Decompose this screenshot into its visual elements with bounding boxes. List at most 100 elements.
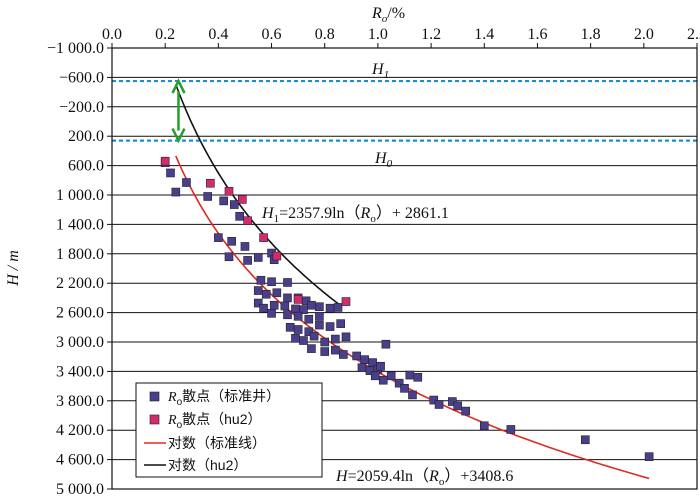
scatter-point-standard bbox=[360, 355, 369, 364]
scatter-point-standard bbox=[235, 212, 244, 221]
scatter-point-hu2 bbox=[293, 295, 303, 304]
y-tick-label: 3 000.0 bbox=[56, 334, 104, 351]
scatter-point-standard bbox=[352, 351, 361, 361]
scatter-point-standard bbox=[261, 289, 271, 299]
x-tick-label: 1.6 bbox=[527, 26, 547, 43]
scatter-point-standard bbox=[272, 288, 282, 298]
scatter-point-standard bbox=[182, 178, 191, 187]
x-tick-label: 0.4 bbox=[208, 26, 228, 43]
scatter-point-standard bbox=[325, 303, 335, 313]
x-tick-label: 1.4 bbox=[474, 26, 494, 43]
scatter-point-standard bbox=[291, 304, 300, 314]
y-tick-label: 200.0 bbox=[68, 128, 104, 145]
x-axis-ticks: 0.0 0.2 0.4 0.6 0.8 1.0 1.2 1.4 1.6 1.8 2.0 2.2 bbox=[102, 26, 700, 48]
scatter-point-standard bbox=[253, 253, 263, 262]
scatter-point-standard bbox=[339, 350, 348, 359]
scatter-point-standard bbox=[644, 452, 654, 461]
scatter-point-standard bbox=[320, 337, 330, 347]
y-tick-label: 1 800.0 bbox=[56, 246, 104, 263]
ref-line-label-h1: H1 bbox=[371, 61, 389, 81]
scatter-point-standard bbox=[408, 390, 417, 400]
scatter-point-standard bbox=[283, 310, 292, 320]
equation-hu2: H1=2357.9ln（Ro）+ 2861.1 bbox=[261, 204, 449, 225]
scatter-point-standard bbox=[283, 293, 292, 303]
scatter-point-standard bbox=[267, 309, 276, 318]
x-tick-label: 1.8 bbox=[581, 26, 601, 43]
scatter-point-standard bbox=[376, 361, 385, 371]
equation-standard: H=2059.4ln（Ro）+3408.6 bbox=[335, 467, 513, 488]
y-axis-label: H / m bbox=[5, 250, 22, 287]
scatter-point-standard bbox=[285, 322, 295, 332]
y-tick-label: −200.0 bbox=[59, 99, 104, 116]
scatter-point-standard bbox=[280, 301, 290, 311]
x-tick-label: 2.0 bbox=[634, 26, 654, 43]
legend-label-standard-line: 对数（标准线） bbox=[168, 435, 266, 451]
y-tick-label: 600.0 bbox=[68, 158, 104, 175]
y-tick-label: 3 800.0 bbox=[56, 393, 104, 410]
scatter-point-standard bbox=[219, 196, 228, 206]
scatter-point-standard bbox=[400, 384, 409, 393]
trend-curves bbox=[175, 84, 650, 480]
scatter-point-standard bbox=[307, 300, 316, 310]
scatter-point-standard bbox=[381, 339, 391, 349]
arrow-head-bottom bbox=[171, 128, 186, 144]
y-tick-label: 1 400.0 bbox=[56, 216, 104, 233]
scatter-point-standard bbox=[203, 192, 213, 201]
x-tick-label: 1.0 bbox=[368, 26, 388, 43]
scatter-point-standard bbox=[283, 278, 292, 287]
plot-frame bbox=[111, 47, 698, 490]
scatter-point-standard bbox=[370, 371, 380, 381]
scatter-point-standard bbox=[230, 200, 239, 209]
scatter-point-standard bbox=[315, 302, 324, 312]
ref-line-label-h0: H0 bbox=[374, 150, 393, 170]
y-tick-label: 2 600.0 bbox=[56, 305, 104, 322]
scatter-point-standard bbox=[453, 401, 462, 411]
scatter-point-standard bbox=[309, 331, 319, 341]
scatter-point-standard bbox=[291, 334, 300, 343]
scatter-point-standard bbox=[299, 336, 308, 345]
legend-box bbox=[135, 382, 323, 478]
y-tick-label: −600.0 bbox=[59, 69, 104, 86]
scatter-point-hu2 bbox=[206, 178, 215, 188]
x-tick-label: 0.6 bbox=[262, 26, 282, 43]
scatter-point-standard bbox=[336, 319, 345, 328]
scatter-point-hu2 bbox=[341, 297, 351, 306]
scatter-point-standard bbox=[434, 400, 444, 409]
scatter-point-hu2 bbox=[272, 251, 282, 261]
scatter-point-standard bbox=[429, 395, 439, 405]
scatter-point-standard bbox=[171, 187, 181, 197]
scatter-points bbox=[160, 156, 654, 461]
scatter-point-hu2 bbox=[160, 156, 170, 166]
scatter-point-standard bbox=[267, 277, 276, 287]
scatter-point-standard bbox=[461, 406, 470, 416]
scatter-point-standard bbox=[240, 242, 250, 251]
scatter-point-standard bbox=[253, 298, 263, 308]
y-tick-label: 4 200.0 bbox=[56, 422, 104, 439]
scatter-point-standard bbox=[413, 372, 423, 382]
scatter-point-standard bbox=[315, 320, 324, 330]
y-tick-label: −1 000.0 bbox=[47, 40, 104, 57]
scatter-point-standard bbox=[293, 311, 303, 321]
y-tick-label: 3 400.0 bbox=[56, 363, 104, 380]
x-tick-label: 0.2 bbox=[155, 26, 175, 43]
scatter-point-standard bbox=[378, 375, 388, 385]
scatter-point-standard bbox=[304, 327, 314, 337]
scatter-point-standard bbox=[166, 168, 175, 178]
scatter-point-hu2 bbox=[237, 195, 247, 204]
y-tick-label: 4 600.0 bbox=[56, 452, 104, 469]
legend-marker-hu2 bbox=[149, 414, 160, 425]
scatter-point-standard bbox=[448, 397, 457, 406]
scatter-point-hu2 bbox=[259, 233, 268, 242]
legend: Ro散点（标准井） Ro散点（hu2） 对数（标准线） 对数（hu2） bbox=[135, 382, 323, 478]
x-axis-label: Ro/% bbox=[371, 5, 405, 25]
scatter-point-standard bbox=[320, 347, 330, 356]
scatter-point-standard bbox=[479, 421, 489, 431]
y-tick-label: 2 200.0 bbox=[56, 275, 104, 292]
y-axis-ticks: −1 000.0 −600.0 −200.0 200.0 600.0 1 000.0 1 4… bbox=[47, 40, 112, 498]
scatter-point-standard bbox=[243, 256, 252, 265]
scatter-point-standard bbox=[269, 300, 279, 310]
scatter-point-standard bbox=[325, 322, 335, 331]
scatter-point-standard bbox=[307, 344, 316, 353]
